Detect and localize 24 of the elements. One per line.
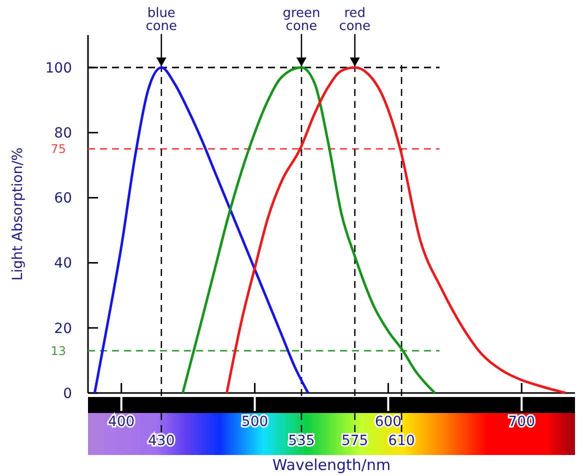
annotation: red cone	[339, 6, 371, 34]
y-tick-label: 100	[45, 60, 72, 76]
x-tick-label: 500	[241, 414, 268, 430]
y-tick-label: 60	[54, 190, 72, 207]
x-tick-label: 600	[374, 414, 402, 430]
ref-line-label: 13	[50, 344, 66, 358]
y-axis-title: Light Absorption/%	[10, 147, 26, 281]
ref-line-label: 75	[50, 142, 66, 156]
y-tick-label: 20	[54, 320, 72, 337]
y-tick-label: 80	[54, 126, 72, 142]
ref-line-label: 535	[288, 433, 315, 449]
y-tick-label: 40	[54, 256, 72, 272]
x-tick-label: 400	[108, 414, 135, 430]
y-tick-label: 0	[63, 386, 72, 402]
line-series	[93, 66, 310, 394]
x-tick-label: 700	[508, 414, 535, 430]
x-axis-title: Wavelength/nm	[272, 456, 391, 474]
line-series	[226, 66, 567, 394]
ref-line-label: 610	[388, 433, 415, 449]
line-series	[181, 66, 436, 394]
ref-line-label: 430	[148, 433, 175, 449]
ref-line-label: 575	[341, 433, 368, 449]
annotation: blue cone	[146, 6, 178, 34]
annotation: green cone	[282, 6, 320, 34]
